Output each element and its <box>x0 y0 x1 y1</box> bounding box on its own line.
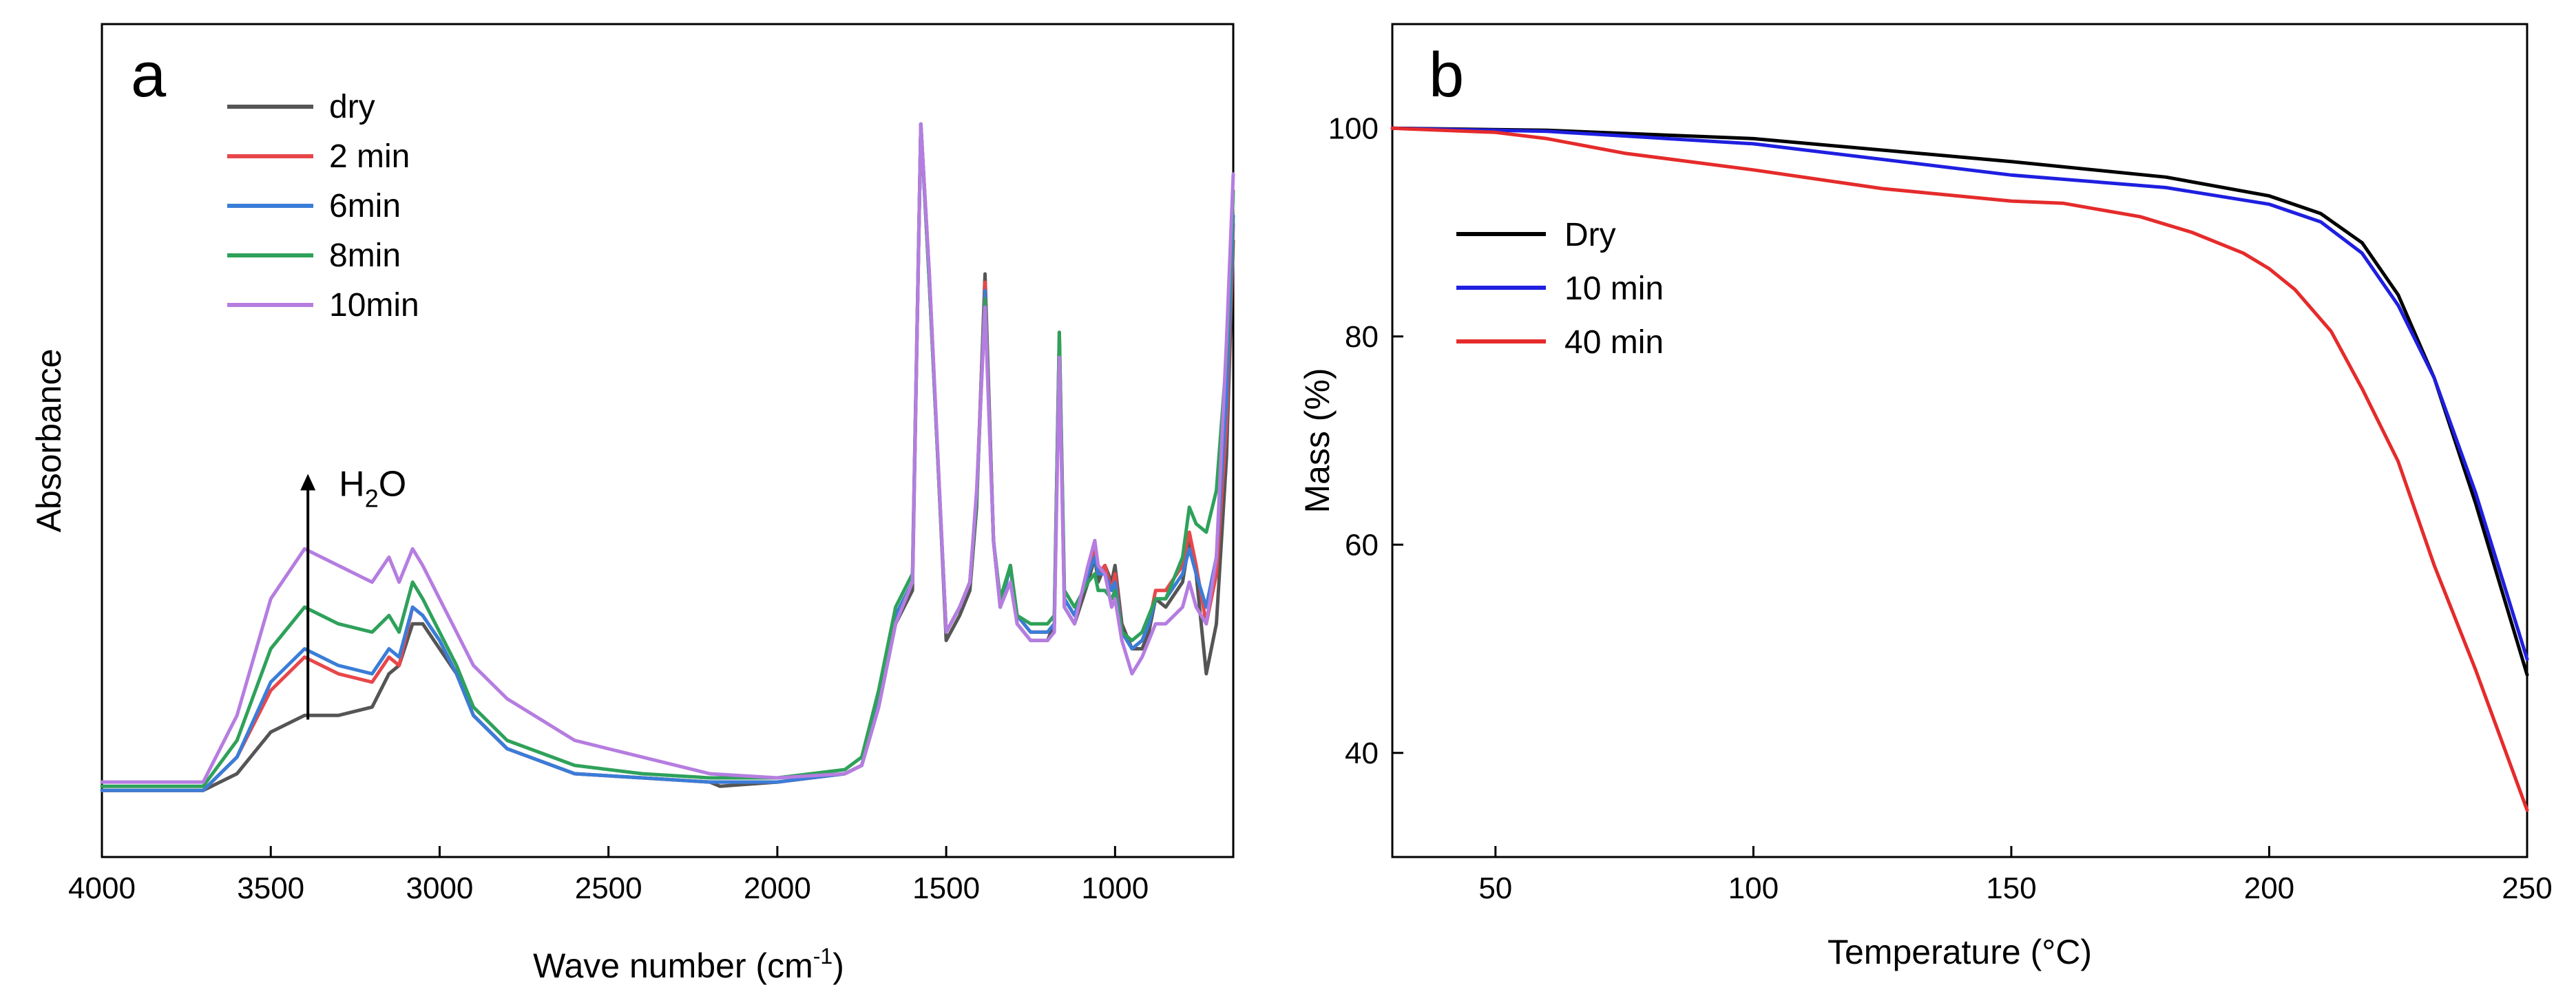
panel-a-legend-label-dry: dry <box>329 89 375 125</box>
panel-a-series-2-min <box>100 122 1235 792</box>
panel-a-xlabel-main: Wave number (cm <box>533 947 813 985</box>
panel-a-legend: dry 2 min 6min 8min 10min <box>227 89 419 324</box>
panel-a-xlabel-sup: -1 <box>813 944 833 969</box>
panel-b-series-group <box>1390 126 2529 812</box>
panel-b-series-40-min <box>1390 126 2529 812</box>
panel-b-y-axis-label: Mass (%) <box>1298 368 1337 513</box>
panel-b-xlabel-main: Temperature ( <box>1828 933 2042 971</box>
panel-a-x-tick-label: 3500 <box>237 871 304 905</box>
panel-b-legend: Dry 10 min 40 min <box>1456 217 1664 361</box>
panel-b-x-axis-label: Temperature (°C) <box>1828 933 2092 971</box>
panel-b-x-tick-label: 150 <box>1986 871 2036 905</box>
panel-b-x-tick-label: 250 <box>2502 871 2552 905</box>
panel-b-ticks: 50 100 150 200 250 40 60 80 100 <box>1328 112 2553 905</box>
panel-a-legend-label-8min: 8min <box>329 237 401 274</box>
panel-a-series-10min <box>100 122 1235 784</box>
panel-b-letter: b <box>1429 40 1464 110</box>
panel-a-x-tick-label: 1000 <box>1081 871 1149 905</box>
h2o-label-end: O <box>379 464 406 504</box>
panel-a-x-tick-label: 4000 <box>68 871 136 905</box>
panel-b-y-tick-label: 80 <box>1345 320 1379 354</box>
panel-a-x-tick-label: 2000 <box>744 871 811 905</box>
panel-a-legend-label-10min: 10min <box>329 287 419 324</box>
panel-b-legend-label-dry: Dry <box>1564 217 1616 253</box>
panel-a-xlabel-end: ) <box>833 947 844 985</box>
panel-b-x-tick-label: 50 <box>1478 871 1512 905</box>
panel-a-x-ticks: 4000 3500 3000 2500 2000 1500 1000 <box>68 846 1149 905</box>
panel-b-xlabel-unit: °C <box>2042 933 2080 971</box>
panel-a-x-tick-label: 3000 <box>406 871 474 905</box>
panel-b-y-tick-label: 60 <box>1345 528 1379 562</box>
panel-a-x-axis-label: Wave number (cm-1) <box>533 944 844 985</box>
panel-a-x-tick-label: 2500 <box>575 871 642 905</box>
panel-a-absorbance-chart: 4000 3500 3000 2500 2000 1500 1000 a dry 2 min 6… <box>30 23 1235 985</box>
h2o-arrow-head <box>300 474 316 491</box>
panel-a-letter: a <box>131 40 167 110</box>
panel-b-series-dry <box>1390 126 2529 677</box>
panel-b-x-tick-label: 200 <box>2244 871 2294 905</box>
panel-a-plot-frame <box>101 23 1235 858</box>
panel-b-y-tick-label: 100 <box>1328 112 1379 145</box>
panel-b-y-tick-label: 40 <box>1345 737 1379 770</box>
panel-a-series-8min <box>100 122 1235 788</box>
panel-b-series-10-min <box>1390 126 2529 662</box>
panel-a-x-tick-label: 1500 <box>912 871 980 905</box>
h2o-label-main: H <box>339 464 365 504</box>
panel-a-legend-label-6min: 6min <box>329 188 401 224</box>
panel-a-series-group <box>100 122 1235 792</box>
h2o-annotation: H2O <box>300 464 406 720</box>
panel-b-x-tick-label: 100 <box>1728 871 1779 905</box>
panel-b-plot-frame <box>1391 23 2528 858</box>
panel-b-xlabel-end: ) <box>2080 933 2092 971</box>
h2o-label: H2O <box>339 464 406 512</box>
panel-b-mass-chart: 50 100 150 200 250 40 60 80 100 b Dry 10 min 40 mi… <box>1298 23 2553 971</box>
panel-a-legend-label-2-min: 2 min <box>329 138 410 175</box>
panel-b-legend-label-40-min: 40 min <box>1564 324 1664 361</box>
h2o-label-sub: 2 <box>365 484 379 512</box>
panel-b-legend-label-10-min: 10 min <box>1564 271 1664 307</box>
panel-a-y-axis-label: Absorbance <box>30 349 68 533</box>
